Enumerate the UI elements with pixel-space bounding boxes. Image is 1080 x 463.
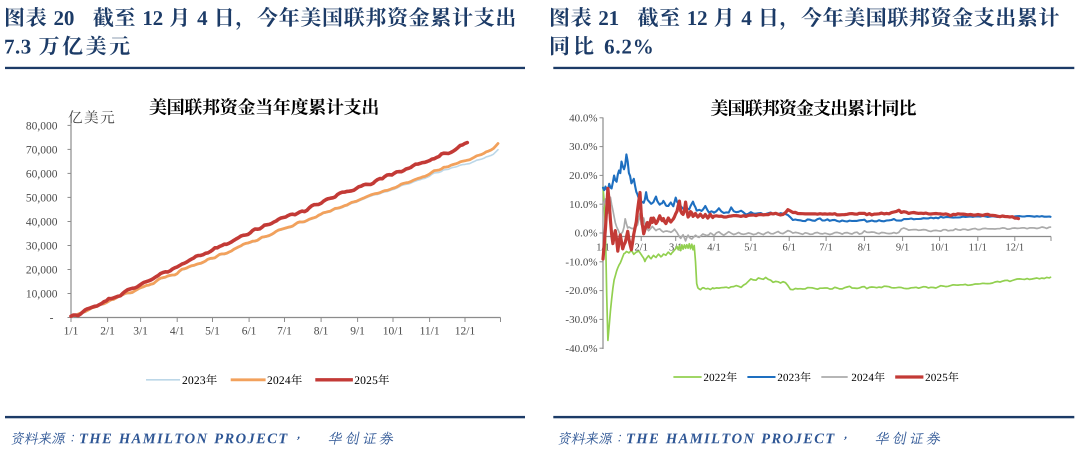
svg-text:-: -	[50, 312, 54, 324]
svg-text:60,000: 60,000	[26, 168, 58, 180]
svg-text:10,000: 10,000	[26, 288, 58, 300]
svg-text:5/1: 5/1	[744, 243, 757, 254]
svg-text:8/1: 8/1	[858, 243, 871, 254]
svg-text:-30.0%: -30.0%	[565, 314, 597, 326]
svg-text:3/1: 3/1	[133, 326, 148, 338]
svg-text:12/1: 12/1	[1005, 243, 1024, 254]
svg-text:10/1: 10/1	[930, 243, 949, 254]
svg-text:6/1: 6/1	[242, 326, 257, 338]
svg-text:6/1: 6/1	[782, 243, 795, 254]
svg-text:30,000: 30,000	[26, 240, 58, 252]
svg-text:10/1: 10/1	[383, 326, 404, 338]
svg-text:11/1: 11/1	[420, 326, 440, 338]
svg-text:40,000: 40,000	[26, 216, 58, 228]
svg-text:12/1: 12/1	[455, 326, 476, 338]
svg-text:4/1: 4/1	[707, 243, 720, 254]
svg-text:0.0%: 0.0%	[575, 228, 598, 240]
svg-text:7/1: 7/1	[819, 243, 832, 254]
svg-text:30.0%: 30.0%	[569, 141, 597, 153]
svg-text:80,000: 80,000	[26, 120, 58, 132]
svg-text:9/1: 9/1	[350, 326, 365, 338]
svg-text:4/1: 4/1	[170, 326, 185, 338]
svg-text:1/1: 1/1	[64, 326, 79, 338]
svg-text:7/1: 7/1	[277, 326, 292, 338]
svg-text:-10.0%: -10.0%	[565, 256, 597, 268]
svg-text:5/1: 5/1	[205, 326, 220, 338]
svg-text:70,000: 70,000	[26, 144, 58, 156]
svg-text:-20.0%: -20.0%	[565, 285, 597, 297]
svg-text:8/1: 8/1	[314, 326, 329, 338]
svg-text:2/1: 2/1	[634, 243, 647, 254]
svg-text:-40.0%: -40.0%	[565, 343, 597, 355]
svg-text:20,000: 20,000	[26, 264, 58, 276]
svg-text:20.0%: 20.0%	[569, 170, 597, 182]
svg-text:10.0%: 10.0%	[569, 199, 597, 211]
svg-text:40.0%: 40.0%	[569, 112, 597, 124]
svg-text:9/1: 9/1	[896, 243, 909, 254]
svg-text:11/1: 11/1	[969, 243, 987, 254]
svg-text:50,000: 50,000	[26, 192, 58, 204]
svg-text:2/1: 2/1	[100, 326, 115, 338]
